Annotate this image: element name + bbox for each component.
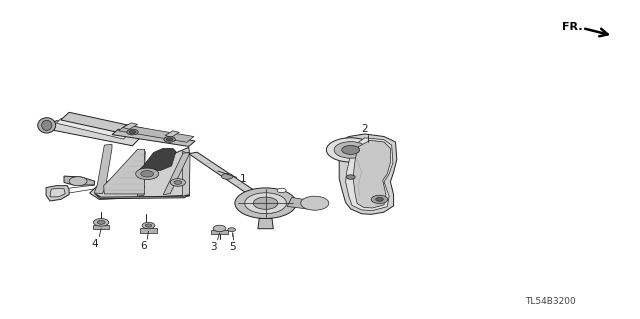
Circle shape [142, 222, 155, 229]
Polygon shape [182, 152, 190, 197]
Circle shape [253, 197, 278, 209]
Text: TL54B3200: TL54B3200 [525, 297, 575, 306]
Circle shape [93, 219, 109, 226]
Text: 4: 4 [92, 239, 98, 249]
Text: 3: 3 [211, 242, 217, 252]
Polygon shape [258, 219, 273, 229]
Polygon shape [61, 112, 144, 136]
Polygon shape [94, 144, 112, 194]
Circle shape [334, 142, 367, 158]
Text: 6: 6 [140, 241, 147, 251]
Circle shape [342, 145, 360, 154]
Polygon shape [353, 140, 390, 208]
Ellipse shape [38, 118, 56, 133]
Circle shape [141, 171, 154, 177]
Polygon shape [163, 152, 190, 195]
Ellipse shape [42, 120, 52, 130]
Polygon shape [90, 147, 189, 199]
Text: 1: 1 [240, 174, 246, 184]
Polygon shape [46, 186, 69, 201]
Polygon shape [56, 119, 128, 139]
Polygon shape [138, 152, 145, 196]
Polygon shape [95, 194, 189, 199]
Circle shape [97, 220, 105, 224]
Circle shape [166, 138, 173, 141]
Circle shape [170, 179, 186, 186]
Polygon shape [104, 149, 145, 194]
Circle shape [221, 174, 233, 179]
Circle shape [326, 138, 375, 162]
Circle shape [213, 225, 226, 232]
Polygon shape [50, 188, 65, 197]
Circle shape [69, 177, 87, 186]
Polygon shape [123, 123, 138, 129]
Circle shape [164, 137, 175, 142]
Polygon shape [189, 152, 259, 196]
Circle shape [277, 188, 286, 193]
Circle shape [174, 181, 182, 184]
Polygon shape [118, 125, 194, 142]
Polygon shape [339, 134, 397, 214]
Circle shape [346, 175, 355, 179]
Circle shape [371, 195, 388, 204]
Polygon shape [346, 138, 393, 211]
Polygon shape [48, 121, 141, 146]
Circle shape [145, 224, 152, 227]
Polygon shape [64, 176, 95, 185]
Text: 2: 2 [362, 124, 368, 134]
Polygon shape [165, 131, 179, 137]
Circle shape [129, 130, 136, 134]
Circle shape [228, 228, 236, 232]
Circle shape [127, 129, 138, 135]
Circle shape [235, 188, 296, 219]
Circle shape [244, 193, 287, 214]
Polygon shape [112, 129, 195, 146]
Text: FR.: FR. [562, 22, 582, 32]
Polygon shape [93, 225, 109, 229]
Polygon shape [140, 228, 157, 233]
Polygon shape [211, 230, 228, 234]
Polygon shape [140, 148, 176, 171]
Circle shape [301, 196, 329, 210]
Text: 5: 5 [230, 242, 236, 252]
Circle shape [136, 168, 159, 180]
Circle shape [376, 197, 383, 201]
Polygon shape [287, 197, 312, 209]
